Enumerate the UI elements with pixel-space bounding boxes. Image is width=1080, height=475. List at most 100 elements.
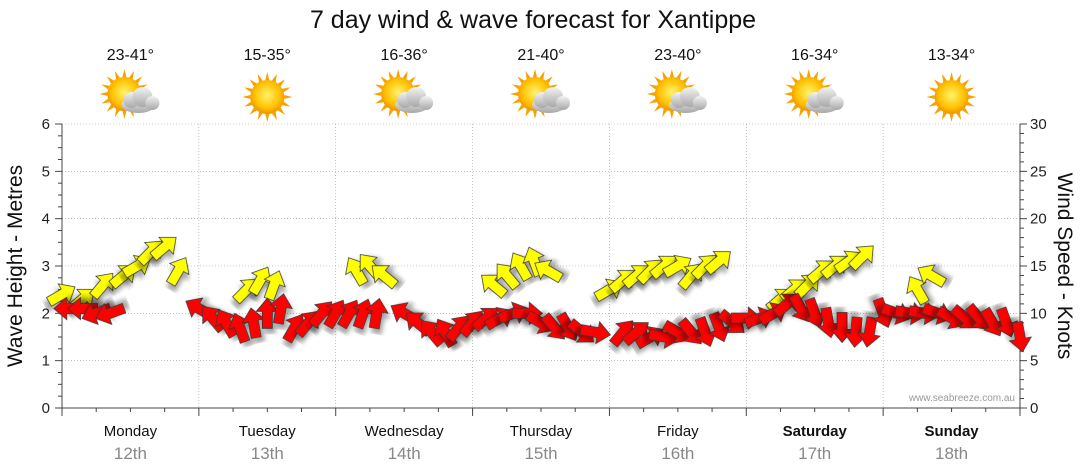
sun-cloud-icon <box>646 69 707 119</box>
cloud <box>805 87 844 113</box>
wind-arrow <box>703 251 731 276</box>
wave-arrow <box>579 320 612 345</box>
wind-arrow <box>534 259 564 284</box>
sun-ray <box>785 84 794 90</box>
sun-ray <box>249 79 257 87</box>
day-date-label: 15th <box>524 444 557 463</box>
sun-cloud-icon <box>99 69 160 119</box>
sun-ray <box>244 87 253 93</box>
sun-ray <box>545 76 553 84</box>
sun-ray <box>122 69 127 78</box>
wind-arrow <box>263 270 286 302</box>
wave-arrow <box>1008 320 1032 353</box>
sun-ray <box>257 111 263 121</box>
sun-ray <box>257 73 263 83</box>
temperature-label: 23-41° <box>107 47 154 64</box>
sun-ray <box>654 104 662 112</box>
wind-arrow <box>232 278 258 305</box>
sun-ray <box>106 104 114 112</box>
day-date-label: 18th <box>935 444 968 463</box>
sun-icon <box>242 72 293 122</box>
sun-ray <box>806 69 811 78</box>
y-tick-label-right: 0 <box>1030 400 1038 417</box>
y-axis-title-right: Wind Speed - Knots <box>1053 173 1076 360</box>
sun-ray <box>277 79 285 87</box>
sun-ray <box>265 113 270 122</box>
sun-ray <box>799 70 805 80</box>
temperature-label: 15-35° <box>244 47 291 64</box>
cloud <box>121 87 160 113</box>
sun-ray <box>101 84 110 90</box>
y-tick-label-left: 5 <box>42 163 50 180</box>
sun-ray <box>928 87 937 93</box>
day-name-label: Monday <box>104 423 158 440</box>
sun-ray <box>539 70 545 80</box>
y-tick-label-left: 1 <box>42 353 50 370</box>
sun-ray <box>122 110 127 119</box>
sun-ray <box>933 79 942 87</box>
sun-ray <box>962 107 970 115</box>
sun-ray <box>785 98 794 104</box>
sun-ray <box>669 110 674 119</box>
day-name-label: Saturday <box>783 423 848 440</box>
sun-ray <box>791 76 799 84</box>
day-name-label: Tuesday <box>239 423 296 440</box>
sun-ray <box>941 111 947 121</box>
sun-ray <box>396 69 401 78</box>
sun-ray <box>265 72 270 81</box>
sun-cloud-icon <box>783 69 844 119</box>
wind-arrow <box>661 254 692 279</box>
sun-ray <box>510 92 519 96</box>
chart-title: 7 day wind & wave forecast for Xantippe <box>310 6 756 34</box>
sun-ray <box>646 92 655 96</box>
y-axis-title-left: Wave Height - Metres <box>4 165 27 367</box>
wind-arrow <box>906 276 930 306</box>
wind-series <box>45 236 948 314</box>
sun-ray <box>388 108 394 118</box>
sun-ray <box>129 70 135 80</box>
sun-ray <box>783 92 792 96</box>
wave-arrow <box>95 302 127 325</box>
sun-ray <box>380 76 388 84</box>
sun-ray <box>244 101 253 107</box>
sun-ray <box>791 104 799 112</box>
sun-ray <box>517 76 525 84</box>
sun-ray <box>271 73 277 83</box>
sun-cloud-icon <box>510 69 570 119</box>
sun-disc <box>250 80 285 114</box>
sun-ray <box>408 76 416 84</box>
watermark: www.seabreeze.com.au <box>908 393 1015 404</box>
sun-ray <box>375 98 384 104</box>
sun-icon <box>926 72 977 122</box>
sun-ray <box>114 70 120 80</box>
y-tick-label-right: 20 <box>1030 211 1047 228</box>
sun-ray <box>517 104 525 112</box>
sun-ray <box>101 98 110 104</box>
sun-ray <box>402 70 408 80</box>
sun-ray <box>662 70 668 80</box>
wind-arrow <box>89 272 114 301</box>
wind-arrow <box>371 265 399 290</box>
sun-ray <box>956 111 962 121</box>
wind-arrow <box>165 257 190 287</box>
sun-ray <box>949 113 954 122</box>
day-date-label: 13th <box>251 444 284 463</box>
y-tick-label-left: 6 <box>42 116 50 133</box>
temperature-label: 16-34° <box>791 47 838 64</box>
sun-ray <box>966 101 975 107</box>
temperature-label: 23-40° <box>654 47 701 64</box>
y-tick-label-left: 2 <box>42 305 50 322</box>
sun-ray <box>282 87 291 93</box>
y-tick-label-left: 3 <box>42 258 50 275</box>
wind-arrow <box>45 283 76 307</box>
sun-ray <box>373 92 382 96</box>
temperature-label: 16-36° <box>380 47 427 64</box>
sun-ray <box>525 70 531 80</box>
sun-ray <box>533 110 537 119</box>
cloud <box>395 87 434 113</box>
sun-ray <box>525 108 531 118</box>
wave-arrow <box>365 297 389 330</box>
day-name-label: Friday <box>657 423 699 440</box>
sun-ray <box>114 108 120 118</box>
